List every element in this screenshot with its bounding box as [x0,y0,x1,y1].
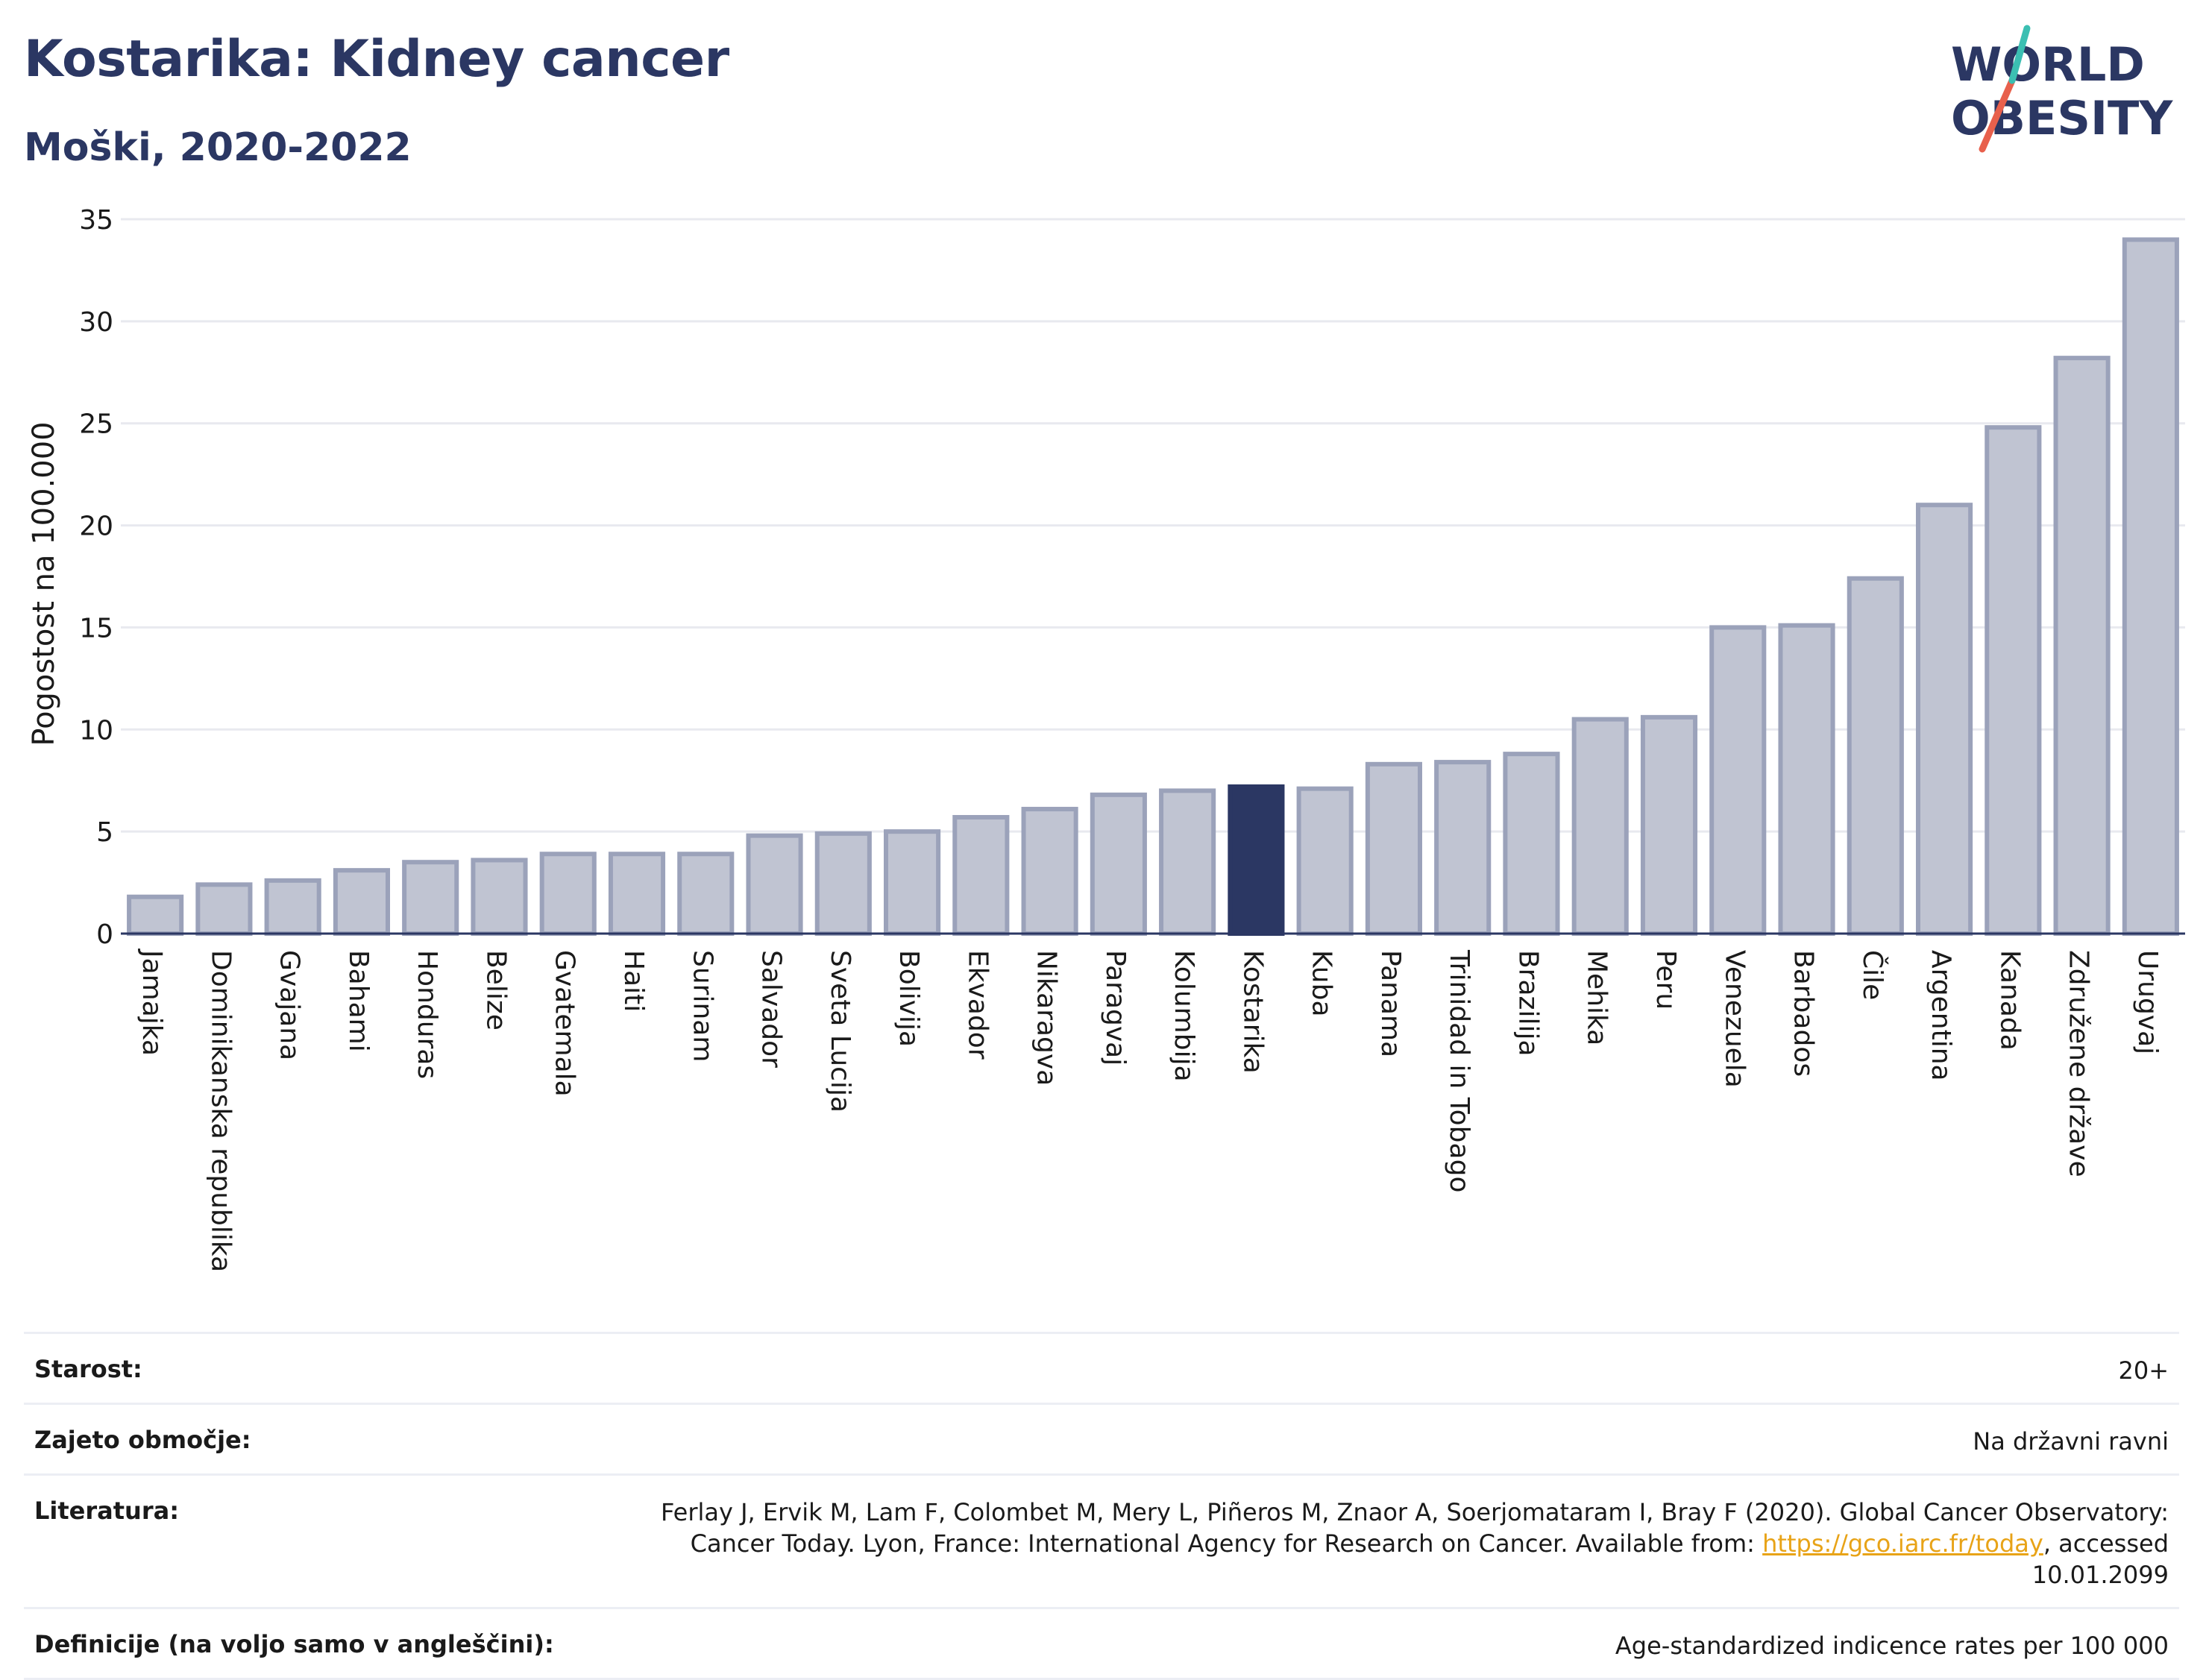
reference-value: Ferlay J, Ervik M, Lam F, Colombet M, Me… [603,1497,2169,1591]
y-tick-label: 35 [79,205,113,236]
definitions-label: Definicije (na voljo samo v angleščini): [34,1630,554,1658]
x-tick-label: Kostarika [1237,950,1268,1074]
x-tick-label: Urugvaj [2132,950,2163,1054]
info-table: Starost: 20+ Zajeto območje: Na državni … [24,1332,2179,1680]
x-tick-label: Argentina [1926,950,1956,1081]
reference-accessed: , accessed 10.01.2099 [2031,1529,2169,1589]
bar [2122,237,2179,937]
age-label: Starost: [34,1355,142,1383]
reference-link[interactable]: https://gco.iarc.fr/today [1762,1529,2043,1558]
logo-line1: WORLD [1951,37,2145,92]
page-subtitle: Moški, 2020-2022 [24,125,412,170]
bar [402,860,459,937]
y-tick-label: 10 [79,715,113,746]
y-tick-label: 20 [79,512,113,542]
x-tick-label: Peru [1650,950,1681,1010]
y-tick-label: 15 [79,613,113,644]
definitions-value: Age-standardized indicence rates per 100… [1615,1632,2169,1660]
bar [1640,714,1698,936]
x-tick-label: Haiti [618,950,649,1012]
bar [1503,752,1560,936]
x-tick-label: Honduras [412,950,442,1079]
x-tick-label: Kolumbija [1169,950,1199,1082]
bar [1159,788,1216,937]
bar [1985,425,2042,936]
bar [884,829,941,937]
y-tick-label: 0 [96,919,113,950]
y-tick-label: 25 [79,409,113,440]
x-tick-label: Belize [480,950,511,1031]
chart-bars [127,237,2179,937]
bar-highlighted [1228,784,1285,936]
x-tick-label: Bahami [343,950,374,1052]
meta-row-definitions: Definicije (na voljo samo v angleščini):… [24,1607,2179,1680]
world-obesity-logo: WORLD OBESITY [1951,25,2173,153]
x-tick-label: Barbados [1788,950,1819,1077]
bar [195,882,253,937]
bar [1434,760,1492,937]
bar [1571,717,1629,936]
bar-chart: 0 5 10 15 20 25 30 35 Jamajka Dominikanska repub… [27,205,2185,1272]
bar [264,878,321,936]
x-tick-label: Gvajana [274,950,305,1060]
bar [1778,623,1835,936]
x-tick-label: Čile [1857,950,1888,1000]
bar [746,833,803,936]
x-tick-label: Združene države [2064,950,2094,1177]
bar [333,868,390,936]
x-tick-label: Salvador [756,950,787,1068]
page-title: Kostarika: Kidney cancer [24,30,729,89]
bar [1847,576,1904,936]
bar [677,852,735,936]
x-tick-label: Jamajka [136,948,167,1056]
x-tick-label: Sveta Lucija [825,950,855,1113]
y-tick-label: 30 [79,307,113,338]
bar [471,858,528,936]
x-tick-label: Bolivija [893,950,924,1047]
bar [814,831,872,936]
bar [2053,356,2111,936]
x-tick-label: Venezuela [1719,950,1750,1088]
x-tick-label: Mehika [1582,950,1612,1045]
x-tick-label: Kanada [1994,950,2025,1051]
bar [127,894,184,937]
coverage-label: Zajeto območje: [34,1426,251,1454]
bar [1021,807,1078,937]
x-tick-label: Ekvador [962,950,993,1060]
x-tick-label: Kuba [1307,950,1337,1017]
reference-label: Literatura: [34,1497,179,1525]
bar [1916,503,1973,936]
bar [608,852,666,936]
bar [1365,761,1422,936]
x-tick-label: Gvatemala [550,950,580,1097]
meta-row-coverage: Zajeto območje: Na državni ravni [24,1403,2179,1473]
y-axis-ticks: 0 5 10 15 20 25 30 35 [79,205,113,950]
x-tick-label: Surinam [687,950,717,1062]
x-tick-label: Panama [1375,950,1406,1057]
coverage-value: Na državni ravni [1973,1427,2169,1456]
bar [1709,625,1767,937]
meta-row-age: Starost: 20+ [24,1332,2179,1403]
bar [952,814,1010,936]
x-tick-label: Dominikanska republika [205,950,236,1272]
x-tick-label: Paragvaj [1100,950,1131,1066]
bar [1296,786,1354,936]
reference-text: Ferlay J, Ervik M, Lam F, Colombet M, Me… [661,1498,2169,1558]
x-tick-label: Brazilija [1512,950,1543,1057]
y-tick-label: 5 [96,817,113,848]
age-value: 20+ [2118,1356,2169,1385]
x-axis-labels: Jamajka Dominikanska republika Gvajana Baha… [136,948,2163,1272]
x-tick-label: Nikaragva [1031,950,1062,1086]
bar [1090,792,1147,936]
meta-row-reference: Literatura: Ferlay J, Ervik M, Lam F, Co… [24,1473,2179,1607]
bar [539,852,597,936]
y-axis-label: Pogostost na 100.000 [27,421,61,746]
x-tick-label: Trinidad in Tobago [1444,949,1474,1192]
